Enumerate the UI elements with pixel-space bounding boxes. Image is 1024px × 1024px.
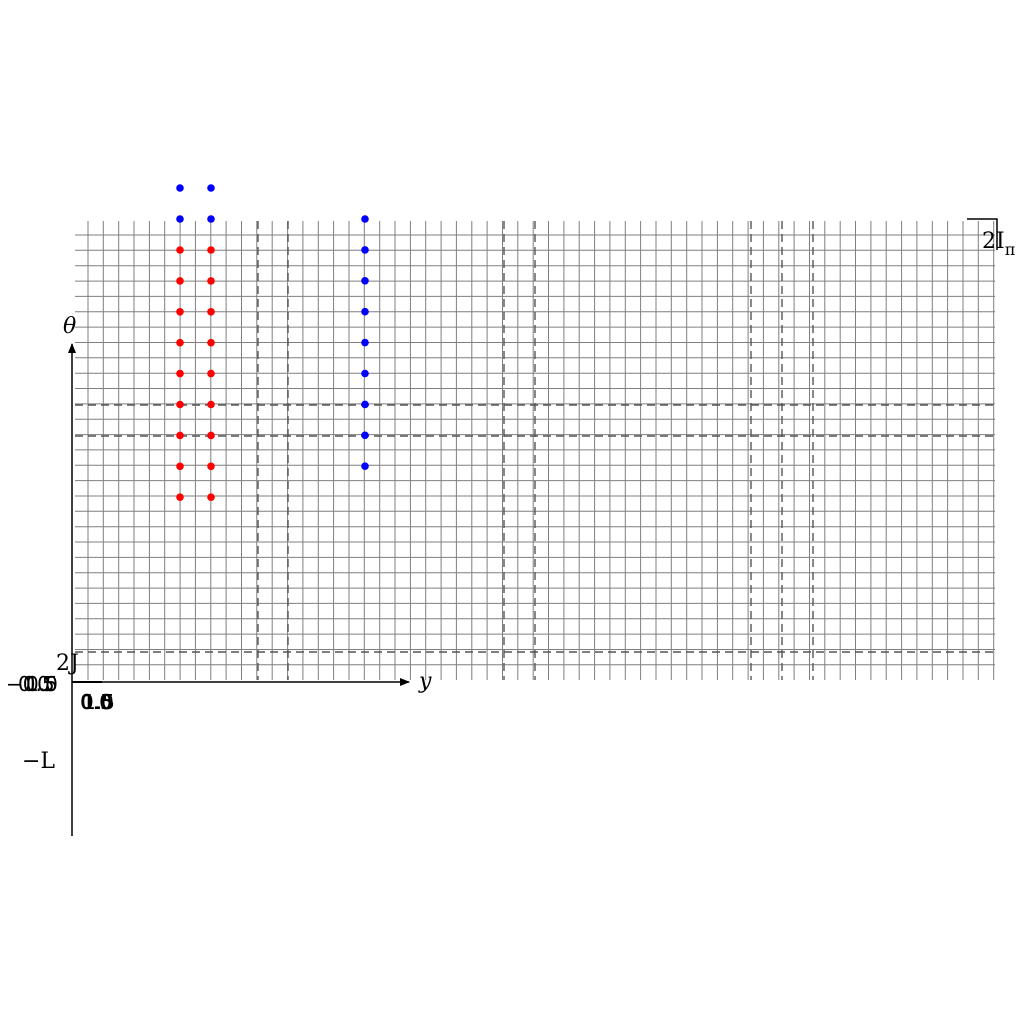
bottom-tick-label: 1.0: [82, 690, 114, 714]
left-tick-label: −0.5: [6, 672, 55, 696]
minus-l-label: −L: [22, 749, 55, 774]
theta-label: θ: [63, 314, 76, 339]
blue-dot: [361, 215, 369, 223]
red-dot: [207, 277, 215, 285]
bottom-tick-label: 1.5: [83, 690, 115, 714]
left-tick-label: 1.0: [26, 672, 58, 696]
red-dot: [207, 431, 215, 440]
red-dot: [176, 431, 184, 440]
red-dot: [207, 462, 215, 471]
blue-dot: [361, 338, 369, 347]
corner-bracket: [967, 218, 998, 250]
blue-dot: [361, 431, 369, 440]
dot-columns: [176, 184, 369, 502]
bottom-tick-label: 0.5: [81, 690, 113, 714]
red-dot: [207, 246, 215, 254]
red-dot: [176, 338, 184, 347]
y-label: y: [418, 669, 432, 694]
dashed-guide-lines: [75, 221, 995, 680]
left-tick-overlap: −0.5 0.0 0.5 1.0: [6, 672, 58, 696]
bottom-tick-overlap: 0.0 0.5 1.0 1.5: [80, 690, 115, 714]
left-tick-label: 0.0: [18, 672, 50, 696]
red-dot: [176, 493, 184, 502]
red-dot: [207, 493, 215, 502]
red-dot: [207, 308, 215, 316]
blue-dot: [207, 215, 215, 223]
red-dot: [176, 462, 184, 471]
red-dot: [207, 400, 215, 409]
blue-dot: [176, 215, 184, 223]
blue-dot: [207, 184, 215, 192]
red-dot: [176, 277, 184, 285]
blue-dot: [176, 184, 184, 192]
red-dot: [176, 369, 184, 378]
blue-dot: [361, 462, 369, 471]
blue-dot: [361, 400, 369, 409]
blue-dot: [361, 246, 369, 254]
two-j-label: 2J: [56, 651, 79, 676]
red-dot: [207, 338, 215, 347]
blue-dot: [361, 277, 369, 285]
blue-dot: [361, 307, 369, 316]
pi-subscript: π: [1005, 240, 1016, 259]
two-i-text: 2I: [982, 229, 1005, 254]
blue-dot: [361, 369, 369, 378]
red-dot: [176, 308, 184, 316]
red-dot: [176, 246, 184, 254]
bottom-tick-label: 0.0: [80, 690, 112, 714]
left-tick-label: 0.5: [26, 672, 58, 696]
red-dot: [207, 369, 215, 378]
red-dot: [176, 400, 184, 409]
two-i-pi-label: 2Iπ: [982, 229, 1015, 259]
